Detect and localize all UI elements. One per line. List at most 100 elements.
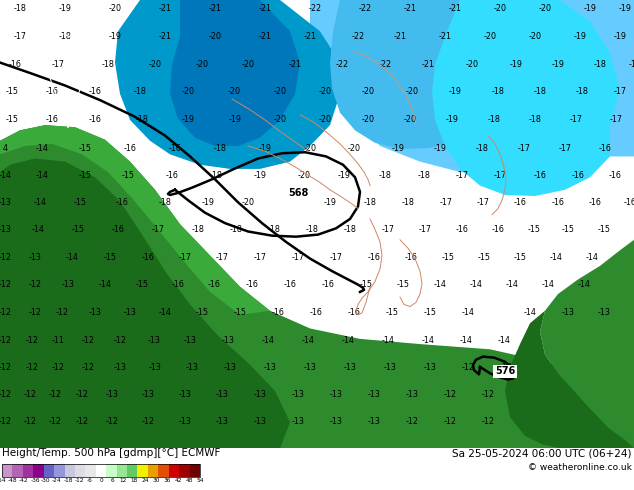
Text: -15: -15 xyxy=(233,308,247,318)
Text: -13: -13 xyxy=(292,390,304,399)
Text: -16: -16 xyxy=(283,280,297,289)
Text: -16: -16 xyxy=(9,60,22,69)
Text: -20: -20 xyxy=(406,87,418,96)
Text: -48: -48 xyxy=(8,478,18,483)
Text: -14: -14 xyxy=(470,280,482,289)
Text: -20: -20 xyxy=(403,116,417,124)
Text: -16: -16 xyxy=(588,198,602,207)
Text: -12: -12 xyxy=(406,416,418,426)
Text: -14: -14 xyxy=(34,198,46,207)
Text: 6: 6 xyxy=(110,478,114,483)
Text: -13: -13 xyxy=(148,363,162,371)
Text: -15: -15 xyxy=(527,225,541,234)
Text: -18: -18 xyxy=(344,225,356,234)
Text: -12: -12 xyxy=(48,390,61,399)
Text: -16: -16 xyxy=(245,280,259,289)
Text: -17: -17 xyxy=(152,225,164,234)
Bar xyxy=(2,464,13,477)
Text: -12: -12 xyxy=(29,280,41,289)
Polygon shape xyxy=(310,0,634,177)
Text: -16: -16 xyxy=(321,280,335,289)
Text: -19: -19 xyxy=(583,4,597,13)
Text: -17: -17 xyxy=(382,225,394,234)
Polygon shape xyxy=(540,240,634,448)
Text: -15: -15 xyxy=(195,308,209,318)
Text: -14: -14 xyxy=(36,171,48,180)
Text: -20: -20 xyxy=(108,4,122,13)
Text: -15: -15 xyxy=(424,308,436,318)
Text: -15: -15 xyxy=(122,171,134,180)
Text: -17: -17 xyxy=(517,144,531,152)
Text: -12: -12 xyxy=(82,363,94,371)
Bar xyxy=(138,464,148,477)
Text: -18: -18 xyxy=(628,60,634,69)
Text: -20: -20 xyxy=(228,87,240,96)
Text: -12: -12 xyxy=(0,253,11,262)
Text: 24: 24 xyxy=(141,478,149,483)
Text: -19: -19 xyxy=(202,198,214,207)
Text: -16: -16 xyxy=(552,198,564,207)
Text: -13: -13 xyxy=(179,390,191,399)
Bar xyxy=(179,464,190,477)
Bar xyxy=(148,464,158,477)
Text: 30: 30 xyxy=(152,478,160,483)
Text: -15: -15 xyxy=(136,280,148,289)
Text: -13: -13 xyxy=(598,308,611,318)
Text: -16: -16 xyxy=(124,144,136,152)
Text: -18: -18 xyxy=(491,87,505,96)
Text: -13: -13 xyxy=(0,198,11,207)
Text: -12: -12 xyxy=(0,390,11,399)
Text: -12: -12 xyxy=(25,363,39,371)
Text: -18: -18 xyxy=(230,225,242,234)
Text: -18: -18 xyxy=(418,171,430,180)
Text: -14: -14 xyxy=(434,280,446,289)
Text: -21: -21 xyxy=(158,32,172,41)
Text: -16: -16 xyxy=(115,198,129,207)
Text: -20: -20 xyxy=(304,144,316,152)
Text: -13: -13 xyxy=(292,416,304,426)
Text: -19: -19 xyxy=(552,60,564,69)
Text: -14: -14 xyxy=(98,280,112,289)
Text: -21: -21 xyxy=(304,32,316,41)
Text: -12: -12 xyxy=(23,390,37,399)
Text: -18: -18 xyxy=(158,198,171,207)
Text: -13: -13 xyxy=(29,253,41,262)
Text: -12: -12 xyxy=(481,416,495,426)
Text: -19: -19 xyxy=(259,144,271,152)
Text: -16: -16 xyxy=(46,116,58,124)
Text: -13: -13 xyxy=(304,363,316,371)
Text: -12: -12 xyxy=(23,416,37,426)
Text: -17: -17 xyxy=(439,198,453,207)
Bar xyxy=(13,464,23,477)
Text: -14: -14 xyxy=(524,308,536,318)
Text: -14: -14 xyxy=(541,280,555,289)
Text: -14: -14 xyxy=(498,337,510,345)
Text: -18: -18 xyxy=(363,198,377,207)
Text: -18: -18 xyxy=(488,116,500,124)
Text: -17: -17 xyxy=(455,171,469,180)
Text: 18: 18 xyxy=(131,478,138,483)
Text: -16: -16 xyxy=(491,225,505,234)
Text: -14: -14 xyxy=(65,253,79,262)
Text: -16: -16 xyxy=(207,280,221,289)
Text: -12: -12 xyxy=(56,308,68,318)
Text: -19: -19 xyxy=(434,144,446,152)
Text: -18: -18 xyxy=(214,144,226,152)
Text: -16: -16 xyxy=(456,225,469,234)
Text: Sa 25-05-2024 06:00 UTC (06+24): Sa 25-05-2024 06:00 UTC (06+24) xyxy=(453,448,632,458)
Bar xyxy=(65,464,75,477)
Text: -20: -20 xyxy=(484,32,496,41)
Text: -6: -6 xyxy=(87,478,93,483)
Text: -19: -19 xyxy=(58,4,72,13)
Text: -12: -12 xyxy=(444,390,456,399)
Text: -17: -17 xyxy=(614,87,626,96)
Text: -18: -18 xyxy=(191,225,204,234)
Text: -42: -42 xyxy=(19,478,29,483)
Text: -20: -20 xyxy=(242,198,254,207)
Text: -12: -12 xyxy=(75,416,89,426)
Polygon shape xyxy=(0,125,634,448)
Text: -21: -21 xyxy=(422,60,434,69)
Text: -20: -20 xyxy=(242,60,254,69)
Text: -12: -12 xyxy=(0,280,11,289)
Text: -13: -13 xyxy=(330,390,342,399)
